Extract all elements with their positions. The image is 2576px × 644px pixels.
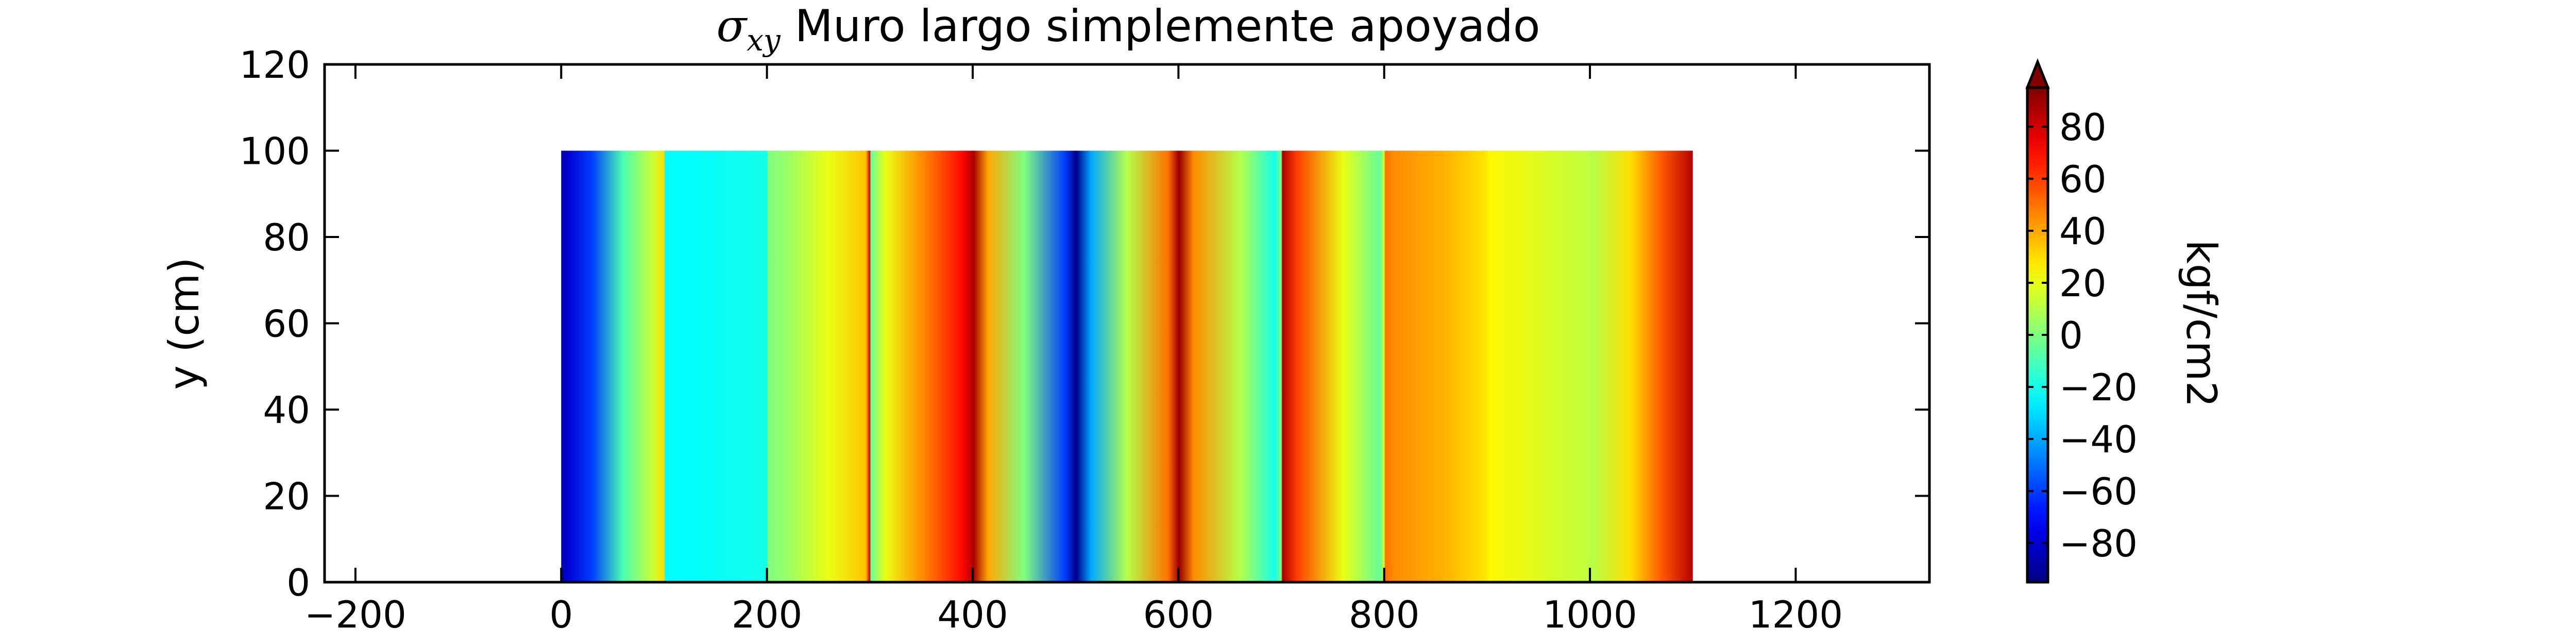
title-symbol: σ [716,1,748,52]
colorbar-extend-max [2025,58,2050,89]
title-symbol-subscript: xy [747,23,781,58]
colorbar-tick-label: 20 [2059,262,2107,305]
y-tick-label: 20 [263,475,310,518]
x-tick-label: −200 [304,593,406,636]
y-axis-label: y (cm) [160,257,208,389]
colorbar-tick-label: 0 [2059,314,2083,357]
title-text: Muro largo simplemente apoyado [795,1,1540,52]
colorbar-tick-label: −80 [2059,522,2138,565]
colorbar-tick-label: −60 [2059,470,2138,513]
x-tick-label: 800 [1349,593,1419,636]
y-tick-label: 100 [240,130,310,173]
x-axis: −200 0 200 400 600 800 1000 1200 [304,64,1843,636]
x-tick-label: 400 [937,593,1008,636]
x-tick-label: 1200 [1749,593,1843,636]
y-tick-label: 60 [263,302,310,346]
colorbar-ticks: −80 −60 −40 −20 0 20 40 60 80 [2027,106,2138,565]
x-tick-label: 600 [1143,593,1214,636]
chart-title: σxy Muro largo simplemente apoyado [716,1,1540,58]
x-tick-label: 200 [732,593,802,636]
y-tick-label: 80 [263,216,310,259]
colorbar-tick-label: −20 [2059,366,2138,409]
y-tick-label: 0 [286,561,310,604]
y-axis: 0 20 40 60 80 100 120 [240,43,1929,604]
x-tick-label: 1000 [1543,593,1637,636]
y-tick-label: 40 [263,388,310,432]
y-tick-label: 120 [240,43,310,87]
x-tick-label: 0 [549,593,573,636]
colorbar-tick-label: 40 [2059,210,2107,253]
colorbar-tick-label: −40 [2059,418,2138,461]
stress-field [561,150,1693,582]
colorbar-label: kgf/cm2 [2177,240,2225,407]
colorbar-tick-label: 60 [2059,158,2107,201]
colorbar-tick-label: 80 [2059,106,2107,149]
